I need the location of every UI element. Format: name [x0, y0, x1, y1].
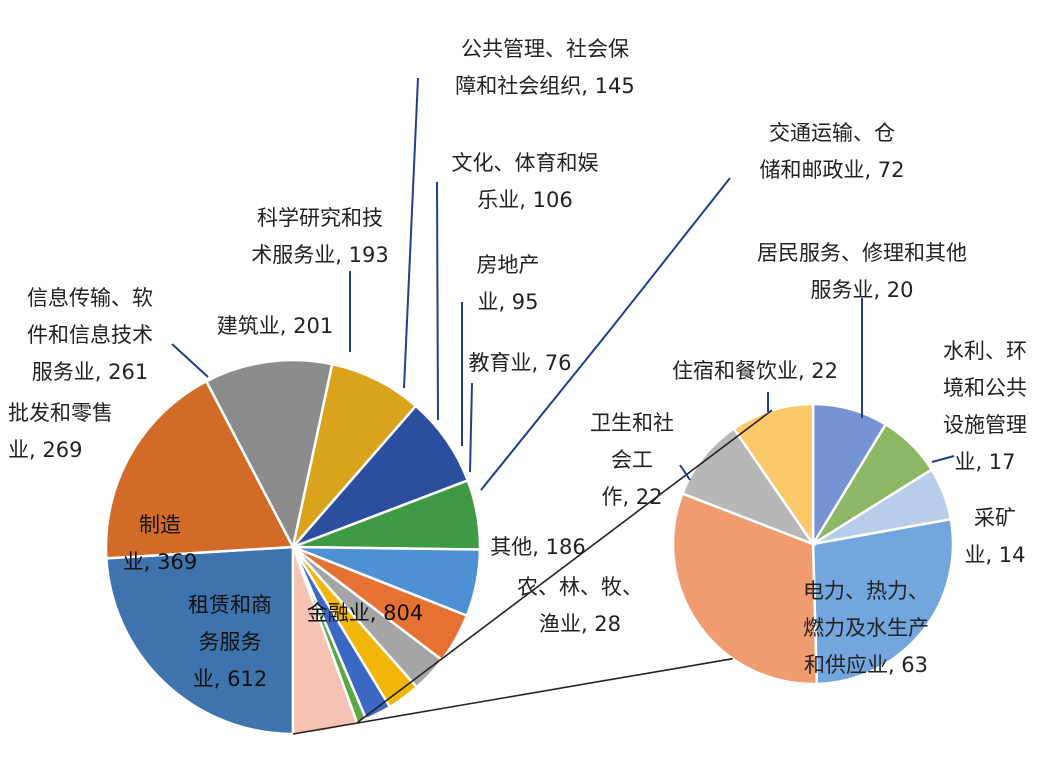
main-slice-3 — [291, 362, 418, 548]
main-label-line-2-1: 业, 369 — [123, 550, 197, 574]
main-label-line-2-0: 制造 — [139, 513, 181, 537]
main-label-6: 科学研究和技术服务业, 193 — [251, 206, 388, 267]
main-label-3: 批发和零售业, 269 — [8, 401, 113, 462]
secondary-label-line-1-2: 设施管理 — [943, 413, 1027, 437]
main-pie — [104, 358, 482, 736]
main-label-line-8-0: 文化、体育和娱 — [452, 151, 599, 175]
secondary-label-line-5-2: 作, 22 — [601, 485, 662, 509]
main-label-line-4-2: 服务业, 261 — [32, 360, 148, 384]
secondary-label-2: 采矿业, 14 — [964, 506, 1025, 567]
secondary-leader-line-5 — [679, 464, 691, 481]
main-label-2: 制造业, 369 — [123, 513, 197, 574]
pie-connectors — [292, 409, 773, 735]
secondary-label-6: 住宿和餐饮业, 22 — [672, 359, 838, 383]
main-label-line-9-1: 业, 95 — [477, 290, 538, 314]
secondary-leader-line-4 — [480, 177, 731, 491]
main-label-line-1-0: 租赁和商 — [188, 593, 272, 617]
main-label-line-9-0: 房地产 — [477, 253, 540, 277]
secondary-label-line-3-2: 和供应业, 63 — [804, 653, 928, 677]
main-label-line-5-0: 建筑业, 201 — [217, 314, 333, 338]
secondary-label-line-6-0: 住宿和餐饮业, 22 — [672, 359, 838, 383]
main-label-11: 农、林、牧、渔业, 28 — [517, 575, 643, 636]
secondary-label-line-0-0: 居民服务、修理和其他 — [757, 241, 967, 265]
main-label-line-6-1: 术服务业, 193 — [251, 243, 388, 267]
secondary-label-line-4-0: 交通运输、仓 — [769, 121, 895, 145]
main-slice-1 — [104, 379, 296, 560]
leader-lines — [171, 77, 955, 491]
secondary-label-line-2-0: 采矿 — [974, 506, 1016, 530]
main-label-line-6-0: 科学研究和技 — [257, 206, 383, 230]
main-label-8: 文化、体育和娱乐业, 106 — [452, 151, 599, 212]
main-label-5: 建筑业, 201 — [217, 314, 333, 338]
main-label-line-1-2: 业, 612 — [193, 667, 267, 691]
main-label-10: 教育业, 76 — [468, 351, 571, 375]
secondary-label-4: 交通运输、仓储和邮政业, 72 — [759, 121, 904, 182]
secondary-label-line-1-3: 业, 17 — [954, 450, 1015, 474]
main-label-line-12-0: 其他, 186 — [490, 535, 585, 559]
main-label-line-11-1: 渔业, 28 — [539, 612, 621, 636]
main-label-7: 公共管理、社会保障和社会组织, 145 — [455, 37, 634, 98]
main-label-9: 房地产业, 95 — [477, 253, 540, 314]
connector-bottom — [292, 657, 733, 735]
main-label-line-8-1: 乐业, 106 — [477, 188, 572, 212]
main-label-line-0-0: 金融业, 804 — [307, 601, 423, 625]
main-leader-line-7 — [403, 77, 419, 389]
secondary-label-line-5-0: 卫生和社 — [590, 411, 674, 435]
main-leader-line-10 — [469, 382, 473, 473]
main-label-line-3-0: 批发和零售 — [8, 401, 113, 425]
secondary-label-line-1-0: 水利、环 — [943, 339, 1027, 363]
main-label-line-11-0: 农、林、牧、 — [517, 575, 643, 599]
secondary-label-0: 居民服务、修理和其他服务业, 20 — [757, 241, 967, 302]
main-label-4: 信息传输、软件和信息技术服务业, 261 — [27, 286, 153, 384]
secondary-label-line-3-0: 电力、热力、 — [803, 579, 929, 603]
secondary-pie — [671, 402, 955, 686]
main-label-12: 其他, 186 — [490, 535, 585, 559]
secondary-label-line-5-1: 会工 — [611, 448, 653, 472]
main-label-line-1-1: 务服务 — [199, 630, 262, 654]
secondary-label-5: 卫生和社会工作, 22 — [590, 411, 674, 509]
main-label-line-4-1: 件和信息技术 — [27, 323, 153, 347]
main-label-line-3-1: 业, 269 — [8, 438, 82, 462]
main-label-line-7-0: 公共管理、社会保 — [461, 37, 629, 61]
secondary-label-line-2-1: 业, 14 — [964, 543, 1025, 567]
secondary-label-line-1-1: 境和公共 — [943, 376, 1027, 400]
secondary-label-line-4-1: 储和邮政业, 72 — [759, 158, 904, 182]
secondary-label-3: 电力、热力、燃力及水生产和供应业, 63 — [803, 579, 929, 677]
main-slice-0 — [105, 545, 295, 736]
main-slice-2 — [204, 358, 334, 551]
main-label-line-4-0: 信息传输、软 — [27, 286, 153, 310]
main-label-line-7-1: 障和社会组织, 145 — [455, 74, 634, 98]
secondary-label-line-0-1: 服务业, 20 — [810, 278, 913, 302]
secondary-label-line-3-1: 燃力及水生产 — [803, 616, 929, 640]
secondary-label-1: 水利、环境和公共设施管理业, 17 — [943, 339, 1027, 474]
secondary-slice-5 — [680, 426, 817, 547]
secondary-slice-4 — [671, 491, 819, 686]
secondary-leader-line-1 — [931, 455, 955, 463]
secondary-slice-3 — [811, 517, 955, 686]
main-label-0: 金融业, 804 — [307, 601, 423, 625]
connector-top — [356, 409, 773, 724]
main-slice-4 — [292, 404, 470, 549]
main-leader-line-4 — [171, 343, 209, 378]
main-leader-line-8 — [436, 181, 439, 421]
main-label-line-10-0: 教育业, 76 — [468, 351, 571, 375]
main-label-1: 租赁和商务服务业, 612 — [188, 593, 272, 691]
